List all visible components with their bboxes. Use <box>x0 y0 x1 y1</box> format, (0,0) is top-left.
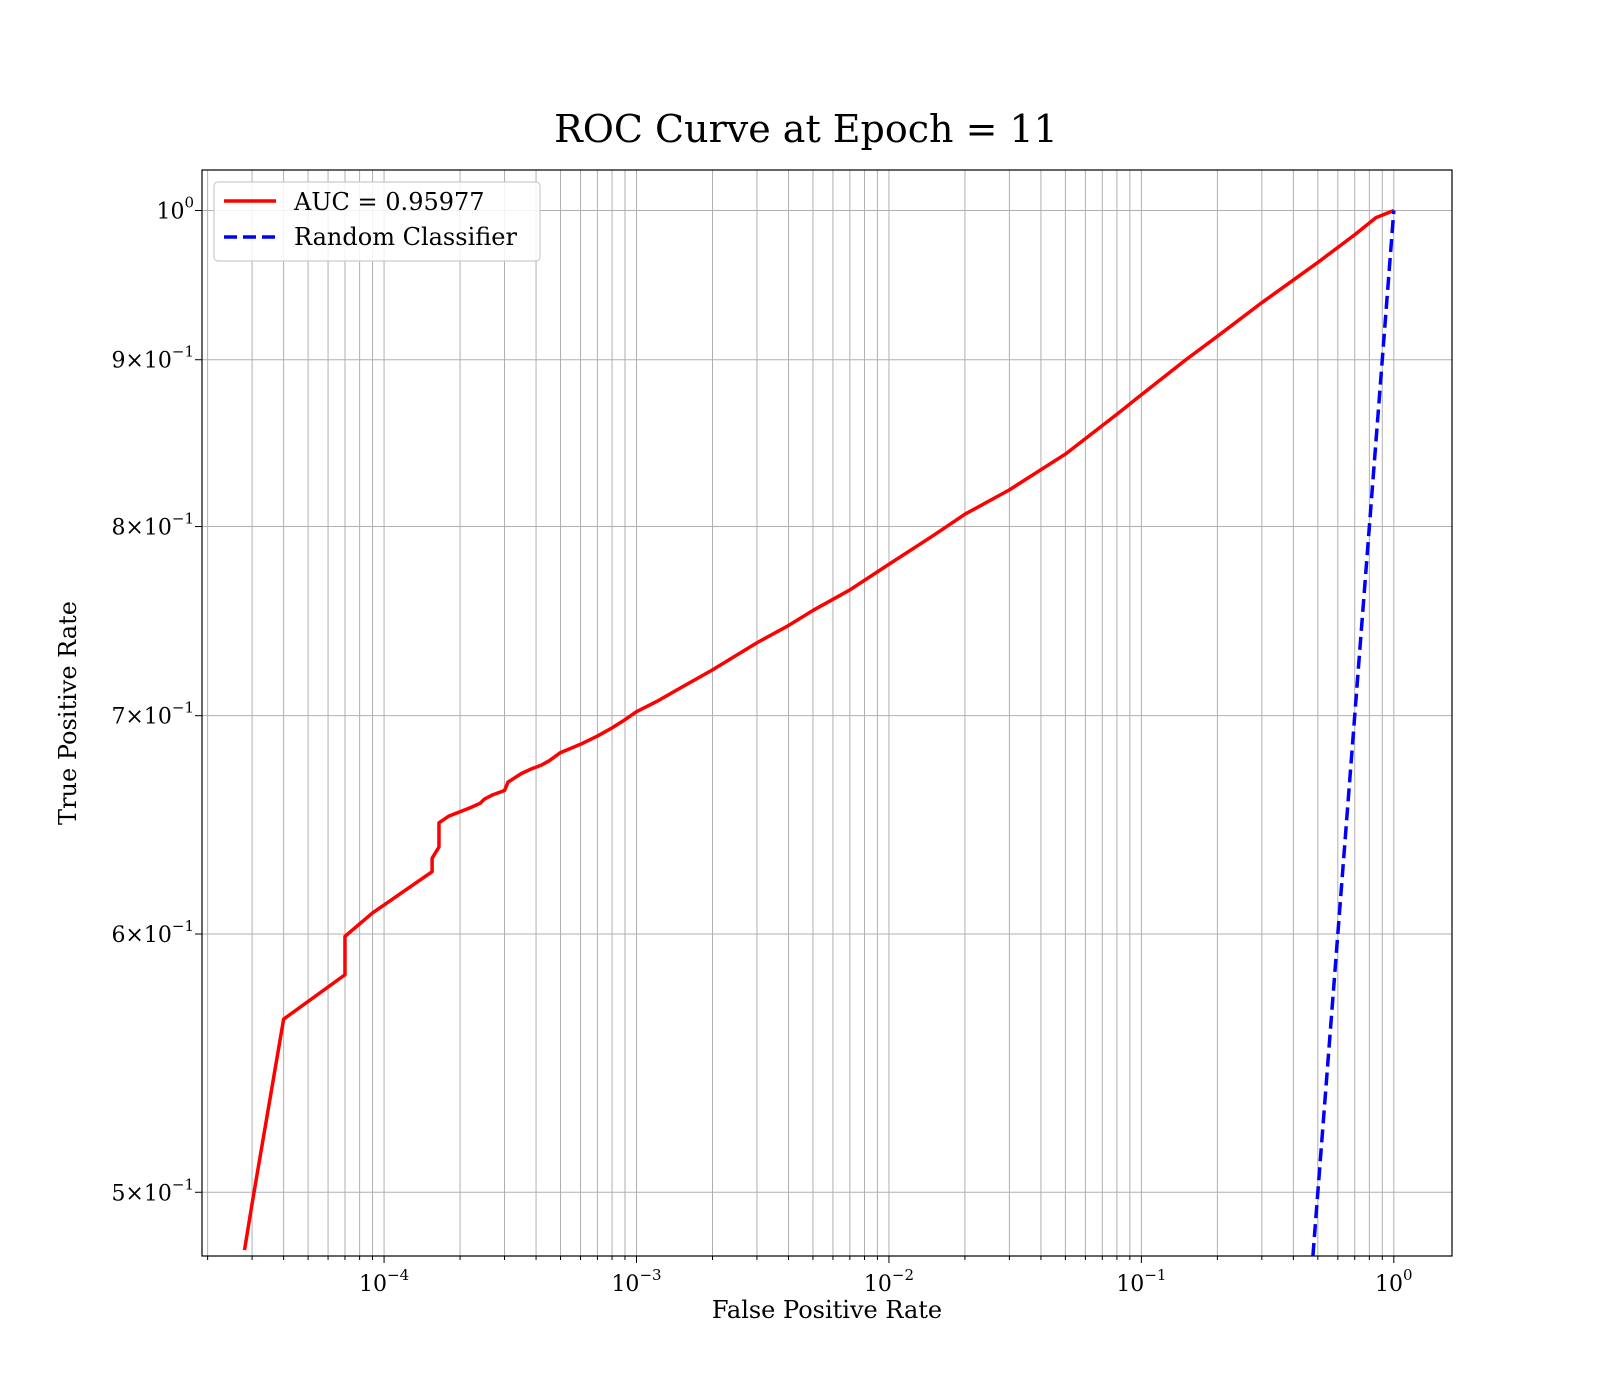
x-tick-label: 10−1 <box>1116 1266 1166 1297</box>
grid <box>202 170 1452 1256</box>
ticks: 10−4 10−3 10−2 10−1 100 5×10−1 6×10−1 7×10−1 8×1… <box>111 193 1412 1297</box>
y-tick-label: 9×10−1 <box>111 343 194 374</box>
series-line-auc <box>242 208 1395 1251</box>
x-tick-label: 100 <box>1375 1266 1413 1297</box>
legend: AUC = 0.95977 Random Classifier <box>213 181 541 262</box>
x-tick-label: 10−4 <box>359 1266 409 1297</box>
series-line-random-classifier <box>1311 210 1396 1256</box>
plot-area-frame <box>201 169 1453 1257</box>
legend-label-random-classifier: Random Classifier <box>294 223 517 251</box>
legend-frame <box>213 181 541 262</box>
y-tick-label: 5×10−1 <box>111 1175 194 1206</box>
chart-title: ROC Curve at Epoch = 11 <box>554 107 1058 151</box>
x-tick-label: 10−2 <box>864 1266 914 1297</box>
y-tick-label: 8×10−1 <box>111 510 194 541</box>
y-tick-label: 100 <box>156 193 194 224</box>
y-tick-label: 6×10−1 <box>111 917 194 948</box>
y-axis-label: True Positive Rate <box>54 601 82 825</box>
series-layer <box>242 208 1396 1256</box>
x-tick-label: 10−3 <box>611 1266 661 1297</box>
x-axis-label: False Positive Rate <box>712 1296 942 1324</box>
y-tick-label: 7×10−1 <box>111 699 194 730</box>
legend-label-auc: AUC = 0.95977 <box>293 188 485 216</box>
